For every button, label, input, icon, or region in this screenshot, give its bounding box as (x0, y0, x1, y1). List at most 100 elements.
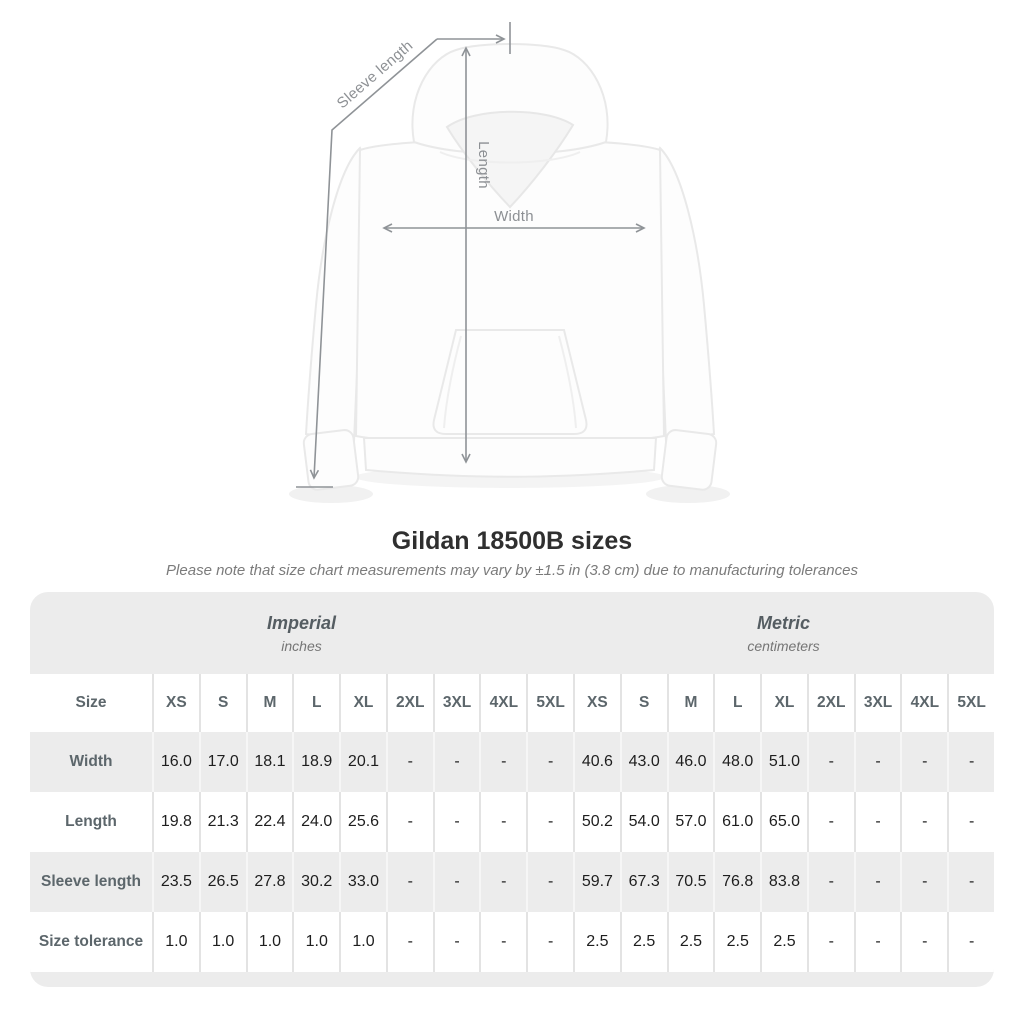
imperial-value: - (385, 852, 433, 912)
metric-value: 76.8 (713, 852, 760, 912)
pocket-stitch-right (558, 335, 577, 429)
imperial-value: - (479, 732, 526, 792)
size-column-header: Size (75, 694, 107, 711)
metric-value: 2.5 (666, 912, 714, 972)
page-title: Gildan 18500B sizes (391, 527, 633, 555)
imperial-value: - (385, 912, 433, 972)
imperial-value: 33.0 (339, 852, 386, 912)
metric-value: - (947, 912, 994, 972)
metric-value: - (947, 732, 994, 792)
size-col-header-imperial: L (292, 674, 339, 732)
imperial-value: - (432, 792, 480, 852)
imperial-value: 26.5 (198, 852, 246, 912)
imperial-value: - (526, 852, 573, 912)
imperial-value: - (526, 732, 573, 792)
metric-group-header: Metric centimeters (573, 613, 994, 654)
size-chart-table: Imperial inches Metric centimeters Size X… (30, 592, 994, 987)
size-col-header-metric: XL (760, 674, 807, 732)
imperial-value: 24.0 (292, 792, 339, 852)
size-col-header-imperial: 4XL (479, 674, 526, 732)
size-col-header-imperial: 5XL (526, 674, 573, 732)
length-label: Length (475, 141, 492, 189)
metric-value: 43.0 (619, 732, 667, 792)
metric-value: 40.6 (573, 732, 620, 792)
size-header-row: Size XS S M L XL 2XL 3XL 4XL 5XL XS S M L XL 2XL 3XL 4XL 5… (30, 674, 994, 732)
size-col-header-imperial: 2XL (385, 674, 433, 732)
imperial-unit: inches (281, 637, 322, 654)
title-block: Gildan 18500B sizes Please note that siz… (0, 526, 1024, 579)
right-cuff (660, 429, 718, 491)
unit-header: Imperial inches Metric centimeters (30, 592, 994, 674)
metric-value: 46.0 (666, 732, 714, 792)
metric-value: 59.7 (573, 852, 620, 912)
metric-label: Metric (756, 612, 810, 633)
imperial-value: 1.0 (245, 912, 293, 972)
measurement-row: Length 19.8 21.3 22.4 24.0 25.6- - - -50.2 54.0 57… (30, 792, 994, 852)
metric-value: 2.5 (713, 912, 760, 972)
sleeve-length-label: Sleeve length (334, 37, 417, 112)
imperial-group-header: Imperial inches (30, 613, 573, 654)
hoodie-illustration: Sleeve length Length Width (289, 22, 730, 503)
hood-opening (445, 110, 575, 209)
metric-value: - (853, 912, 901, 972)
imperial-value: 18.1 (245, 732, 293, 792)
size-col-header-metric: 3XL (853, 674, 901, 732)
imperial-value: 27.8 (245, 852, 293, 912)
imperial-value: 23.5 (152, 852, 199, 912)
hoodie-measurement-diagram: Sleeve length Length Width (289, 22, 730, 503)
row-label: Size tolerance (38, 933, 144, 950)
hem-band (362, 437, 658, 478)
metric-value: 61.0 (713, 792, 760, 852)
metric-value: 50.2 (573, 792, 620, 852)
imperial-value: - (479, 912, 526, 972)
imperial-value: - (432, 912, 480, 972)
size-grid: Size XS S M L XL 2XL 3XL 4XL 5XL XS S M L XL 2XL 3XL 4XL 5… (30, 674, 994, 972)
imperial-value: 20.1 (339, 732, 386, 792)
size-col-header-metric: 4XL (900, 674, 947, 732)
metric-value: - (947, 852, 994, 912)
size-col-header-metric: 5XL (947, 674, 994, 732)
metric-value: 54.0 (619, 792, 667, 852)
imperial-value: 1.0 (198, 912, 246, 972)
imperial-label: Imperial (266, 612, 337, 633)
size-col-header-metric: L (713, 674, 760, 732)
imperial-value: 16.0 (152, 732, 199, 792)
imperial-value: - (526, 912, 573, 972)
left-cuff (302, 429, 360, 491)
hoodie-image (302, 43, 718, 491)
metric-value: 83.8 (760, 852, 807, 912)
tolerance-note: Please note that size chart measurements… (166, 562, 858, 579)
sleeve-arrow-diagonal (309, 38, 438, 480)
metric-value: - (806, 912, 854, 972)
metric-unit: centimeters (747, 637, 820, 654)
metric-value: - (853, 732, 901, 792)
metric-value: 48.0 (713, 732, 760, 792)
imperial-value: 30.2 (292, 852, 339, 912)
pocket-stitch-left (443, 335, 462, 429)
size-col-header-imperial: M (245, 674, 293, 732)
metric-value: 2.5 (619, 912, 667, 972)
imperial-value: - (385, 792, 433, 852)
metric-value: 2.5 (573, 912, 620, 972)
metric-value: - (853, 852, 901, 912)
metric-value: - (947, 792, 994, 852)
metric-value: 70.5 (666, 852, 714, 912)
size-col-header-imperial: XL (339, 674, 386, 732)
row-label: Length (65, 813, 117, 830)
metric-value: - (806, 732, 854, 792)
imperial-value: 1.0 (292, 912, 339, 972)
imperial-value: - (479, 792, 526, 852)
metric-value: - (806, 792, 854, 852)
imperial-value: - (385, 732, 433, 792)
metric-value: - (900, 912, 947, 972)
row-label: Sleeve length (41, 873, 141, 890)
imperial-value: 17.0 (198, 732, 246, 792)
size-col-header-metric: S (619, 674, 667, 732)
imperial-value: 1.0 (339, 912, 386, 972)
metric-value: - (853, 792, 901, 852)
size-col-header-imperial: S (198, 674, 246, 732)
measurement-row: Width 16.0 17.0 18.1 18.9 20.1- - - -40.6 43.0 46.… (30, 732, 994, 792)
size-col-header-metric: XS (573, 674, 620, 732)
imperial-value: 22.4 (245, 792, 293, 852)
imperial-value: - (479, 852, 526, 912)
